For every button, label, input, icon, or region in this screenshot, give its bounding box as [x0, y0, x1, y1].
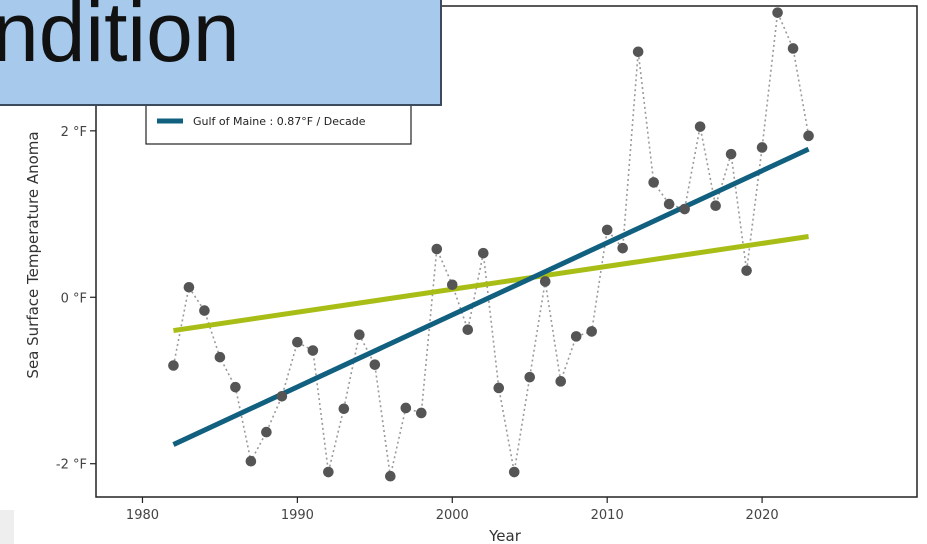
- x-tick-label: 2010: [591, 508, 624, 523]
- data-point: [416, 407, 427, 419]
- data-point: [787, 43, 799, 54]
- data-point: [524, 371, 536, 383]
- x-tick-label: 2020: [746, 508, 779, 523]
- legend-entry-gulf-of-maine: Gulf of Maine : 0.87°F / Decade: [193, 115, 366, 128]
- data-point: [183, 281, 195, 293]
- data-point: [493, 382, 505, 394]
- y-tick-label: -2 °F: [56, 458, 87, 473]
- data-point: [803, 130, 814, 142]
- data-point: [261, 426, 272, 438]
- x-axis-ticks: 1980 1990 2000 2010 2020: [126, 497, 779, 523]
- x-tick-label: 2000: [436, 508, 469, 523]
- data-point: [570, 331, 582, 342]
- data-point: [199, 305, 210, 316]
- data-point: [632, 46, 644, 58]
- data-point: [214, 351, 226, 363]
- data-point: [601, 224, 613, 236]
- corner-decoration: [0, 510, 14, 544]
- data-point: [385, 470, 396, 482]
- data-point: [772, 7, 783, 18]
- chart-marks: [168, 7, 814, 482]
- data-point: [446, 279, 458, 291]
- data-point: [586, 326, 597, 337]
- data-point: [555, 376, 567, 387]
- data-point: [508, 466, 520, 478]
- data-point: [369, 359, 381, 370]
- title-banner-text: ndition: [0, 0, 240, 79]
- data-point: [307, 345, 319, 356]
- trend-line-secondary: [173, 234, 809, 334]
- data-point: [168, 360, 179, 371]
- data-point: [648, 177, 659, 188]
- y-axis-title: Sea Surface Temperature Anoma: [24, 131, 42, 378]
- data-point: [725, 148, 737, 160]
- data-point: [354, 329, 365, 341]
- data-point: [617, 242, 628, 254]
- data-point: [323, 466, 334, 478]
- data-point: [663, 198, 675, 210]
- data-point: [245, 455, 257, 467]
- dotted-series-line: [172, 9, 810, 477]
- data-point: [230, 381, 241, 393]
- y-tick-label: 0 °F: [61, 291, 87, 306]
- data-point: [338, 403, 350, 415]
- data-point: [741, 265, 752, 276]
- data-point: [539, 276, 551, 287]
- data-point: [694, 121, 706, 132]
- y-tick-label: 2 °F: [61, 125, 87, 140]
- data-point: [431, 243, 443, 255]
- data-point: [276, 391, 288, 402]
- title-banner: ndition: [0, 0, 442, 106]
- y-axis-ticks: -2 °F 0 °F 2 °F: [56, 125, 96, 473]
- data-point: [462, 324, 474, 336]
- data-point: [292, 336, 303, 348]
- data-point: [679, 203, 690, 215]
- x-axis-title: Year: [488, 527, 522, 544]
- data-point: [756, 142, 768, 153]
- data-point: [477, 247, 489, 259]
- x-tick-label: 1980: [126, 508, 159, 523]
- data-point: [710, 200, 721, 212]
- x-tick-label: 1990: [281, 508, 314, 523]
- data-point: [400, 402, 412, 414]
